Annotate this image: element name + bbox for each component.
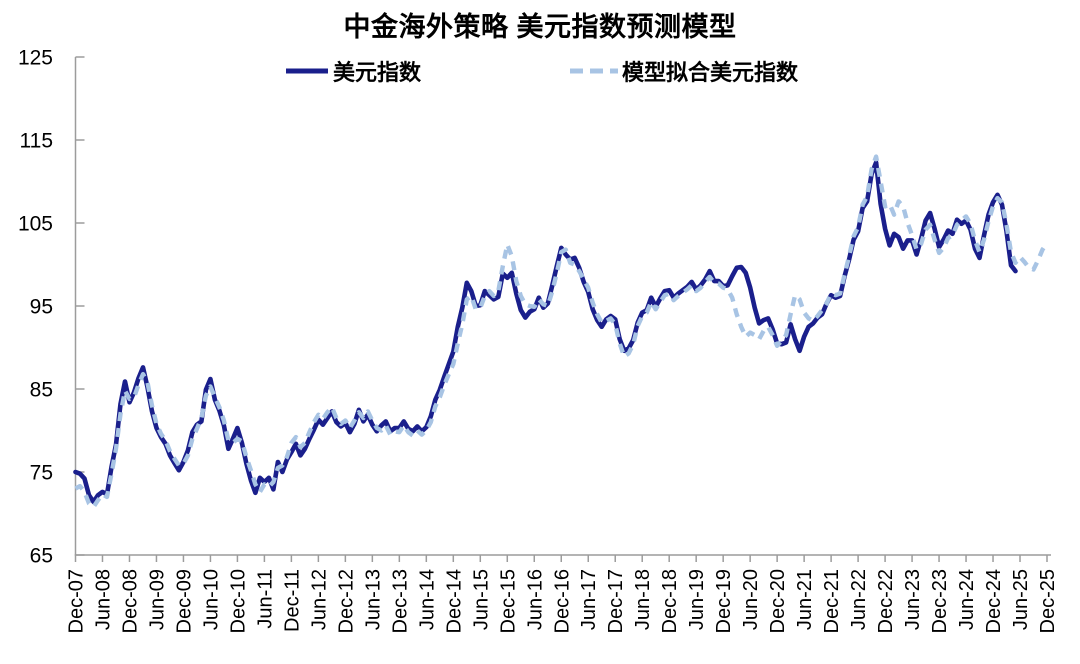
x-tick-label: Dec-07 — [66, 569, 88, 633]
x-tick-label: Jun-08 — [92, 569, 114, 630]
x-tick-label: Dec-19 — [713, 569, 735, 633]
x-tick-label: Jun-18 — [632, 569, 654, 630]
legend-item-model-fit: 模型拟合美元指数 — [569, 56, 798, 86]
x-tick-label: Jun-16 — [524, 569, 546, 630]
x-tick-label: Dec-15 — [497, 569, 519, 633]
y-tick-label: 75 — [30, 462, 53, 485]
x-tick-label: Jun-15 — [470, 569, 492, 630]
x-tick-label: Jun-19 — [686, 569, 708, 630]
y-tick-label: 105 — [18, 213, 53, 236]
y-tick-label: 95 — [30, 296, 53, 319]
x-tick-label: Dec-18 — [659, 569, 681, 633]
x-tick-label: Dec-13 — [389, 569, 411, 633]
x-tick-label: Dec-22 — [875, 569, 897, 633]
x-tick-label: Dec-24 — [983, 569, 1005, 633]
x-tick-label: Dec-16 — [551, 569, 573, 633]
y-tick-label: 65 — [30, 545, 53, 568]
dashed-line-swatch — [570, 68, 618, 74]
legend-label-usd-index: 美元指数 — [333, 60, 422, 85]
x-tick-label: Jun-17 — [578, 569, 600, 630]
x-tick-label: Dec-14 — [443, 569, 465, 633]
x-tick-label: Jun-11 — [254, 569, 276, 629]
x-tick-label: Jun-13 — [362, 569, 384, 630]
x-tick-label: Dec-20 — [767, 569, 789, 633]
x-tick-label: Jun-12 — [308, 569, 330, 630]
x-tick-label: Jun-24 — [956, 569, 978, 630]
chart-title: 中金海外策略 美元指数预测模型 — [343, 12, 737, 42]
solid-line-swatch — [286, 68, 328, 74]
usd-index-line — [73, 160, 1018, 505]
x-tick-label: Dec-11 — [281, 569, 303, 632]
x-tick-label: Dec-17 — [605, 569, 627, 633]
y-tick-label: 125 — [18, 47, 53, 70]
legend-label-model-fit: 模型拟合美元指数 — [622, 60, 799, 85]
x-tick-label: Dec-08 — [119, 569, 141, 633]
x-tick-label: Dec-12 — [335, 569, 357, 633]
x-tick-label: Jun-09 — [146, 569, 168, 630]
y-tick-label: 115 — [20, 130, 53, 153]
x-tick-label: Jun-20 — [740, 569, 762, 630]
x-tick-label: Jun-10 — [200, 569, 222, 630]
x-tick-label: Jun-21 — [794, 569, 816, 630]
legend-item-usd-index: 美元指数 — [284, 56, 421, 86]
x-tick-label: Jun-25 — [1010, 569, 1032, 630]
x-tick-label: Dec-25 — [1037, 569, 1059, 633]
y-tick-label: 85 — [30, 379, 53, 402]
x-tick-label: Dec-23 — [929, 569, 951, 633]
x-tick-label: Dec-10 — [227, 569, 249, 633]
model-fit-line — [74, 154, 1049, 510]
x-tick-label: Jun-14 — [416, 569, 438, 630]
x-tick-label: Jun-22 — [848, 569, 870, 630]
x-tick-label: Dec-21 — [821, 569, 843, 633]
x-tick-label: Jun-23 — [902, 569, 924, 630]
x-tick-label: Dec-09 — [173, 569, 195, 633]
